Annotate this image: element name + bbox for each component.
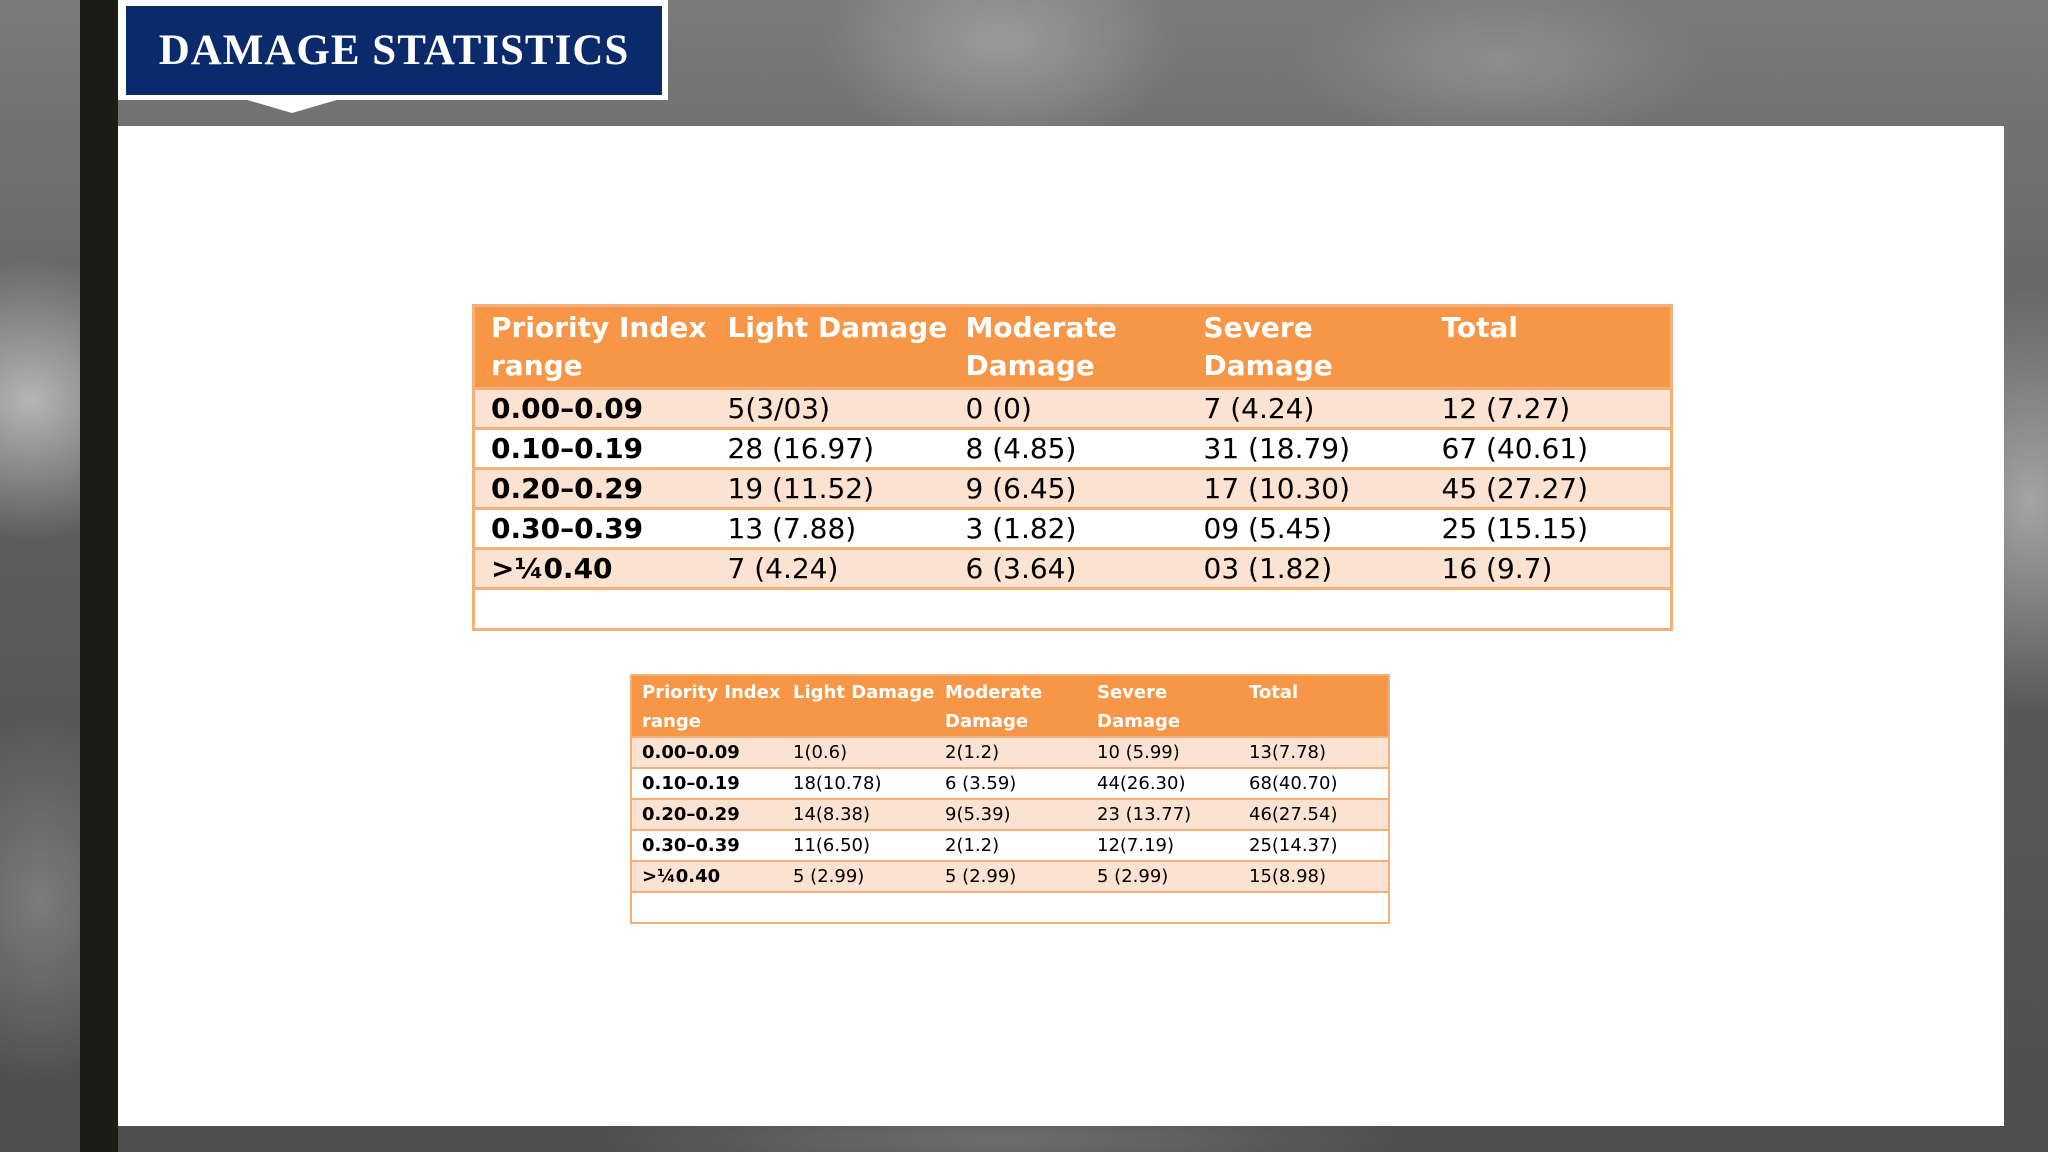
slide-title: DAMAGE STATISTICS xyxy=(158,27,630,74)
table-row: >¼0.40 7 (4.24) 6 (3.64) 03 (1.82) 16 (9… xyxy=(473,547,1672,589)
cell-empty xyxy=(631,891,783,923)
cell-total: 68(40.70) xyxy=(1239,767,1389,799)
title-banner-notch xyxy=(244,99,340,113)
cell-light: 18(10.78) xyxy=(783,767,935,799)
table-row: 0.10–0.19 18(10.78) 6 (3.59) 44(26.30) 6… xyxy=(631,767,1389,799)
table-row-empty xyxy=(631,891,1389,923)
header-severe-damage: Severe Damage xyxy=(1087,675,1239,737)
cell-total: 16 (9.7) xyxy=(1425,547,1672,589)
cell-total: 46(27.54) xyxy=(1239,798,1389,830)
cell-range: >¼0.40 xyxy=(473,547,712,589)
table-row: 0.00–0.09 5(3/03) 0 (0) 7 (4.24) 12 (7.2… xyxy=(473,387,1672,429)
table-header-row: Priority Index range Light Damage Modera… xyxy=(473,305,1672,389)
cell-range: 0.30–0.39 xyxy=(473,507,712,549)
cell-light: 28 (16.97) xyxy=(711,427,950,469)
cell-range: 0.30–0.39 xyxy=(631,829,783,861)
damage-table-large: Priority Index range Light Damage Modera… xyxy=(472,304,1673,631)
cell-severe: 03 (1.82) xyxy=(1187,547,1426,589)
cell-empty xyxy=(1239,891,1389,923)
cell-severe: 23 (13.77) xyxy=(1087,798,1239,830)
cell-severe: 7 (4.24) xyxy=(1187,387,1426,429)
cell-total: 25 (15.15) xyxy=(1425,507,1672,549)
table-row: >¼0.40 5 (2.99) 5 (2.99) 5 (2.99) 15(8.9… xyxy=(631,860,1389,892)
cell-range: 0.20–0.29 xyxy=(631,798,783,830)
cell-range: 0.10–0.19 xyxy=(631,767,783,799)
cell-range: 0.00–0.09 xyxy=(473,387,712,429)
cell-moderate: 0 (0) xyxy=(949,387,1188,429)
cell-total: 15(8.98) xyxy=(1239,860,1389,892)
cell-light: 13 (7.88) xyxy=(711,507,950,549)
cell-range: 0.00–0.09 xyxy=(631,736,783,768)
cell-range: 0.10–0.19 xyxy=(473,427,712,469)
cell-empty xyxy=(473,587,712,630)
cell-severe: 10 (5.99) xyxy=(1087,736,1239,768)
cell-moderate: 9(5.39) xyxy=(935,798,1087,830)
table-row-empty xyxy=(473,587,1672,630)
table-row: 0.20–0.29 14(8.38) 9(5.39) 23 (13.77) 46… xyxy=(631,798,1389,830)
cell-total: 45 (27.27) xyxy=(1425,467,1672,509)
header-severe-damage: Severe Damage xyxy=(1187,305,1426,389)
cell-empty xyxy=(1187,587,1426,630)
cell-severe: 09 (5.45) xyxy=(1187,507,1426,549)
cell-light: 14(8.38) xyxy=(783,798,935,830)
cell-total: 67 (40.61) xyxy=(1425,427,1672,469)
table-header-row: Priority Index range Light Damage Modera… xyxy=(631,675,1389,737)
cell-empty xyxy=(783,891,935,923)
cell-range: 0.20–0.29 xyxy=(473,467,712,509)
table-row: 0.30–0.39 13 (7.88) 3 (1.82) 09 (5.45) 2… xyxy=(473,507,1672,549)
cell-empty xyxy=(935,891,1087,923)
table-row: 0.30–0.39 11(6.50) 2(1.2) 12(7.19) 25(14… xyxy=(631,829,1389,861)
header-total: Total xyxy=(1239,675,1389,737)
cell-moderate: 6 (3.64) xyxy=(949,547,1188,589)
header-light-damage: Light Damage xyxy=(783,675,935,737)
cell-light: 5 (2.99) xyxy=(783,860,935,892)
header-moderate-damage: Moderate Damage xyxy=(949,305,1188,389)
cell-empty xyxy=(949,587,1188,630)
header-total: Total xyxy=(1425,305,1672,389)
cell-moderate: 6 (3.59) xyxy=(935,767,1087,799)
damage-table-small: Priority Index range Light Damage Modera… xyxy=(630,674,1390,924)
header-priority-index: Priority Index range xyxy=(473,305,712,389)
cell-moderate: 8 (4.85) xyxy=(949,427,1188,469)
table-row: 0.10–0.19 28 (16.97) 8 (4.85) 31 (18.79)… xyxy=(473,427,1672,469)
cell-moderate: 2(1.2) xyxy=(935,829,1087,861)
cell-empty xyxy=(711,587,950,630)
cell-moderate: 3 (1.82) xyxy=(949,507,1188,549)
cell-light: 1(0.6) xyxy=(783,736,935,768)
cell-severe: 31 (18.79) xyxy=(1187,427,1426,469)
cell-total: 25(14.37) xyxy=(1239,829,1389,861)
cell-moderate: 2(1.2) xyxy=(935,736,1087,768)
header-light-damage: Light Damage xyxy=(711,305,950,389)
cell-moderate: 9 (6.45) xyxy=(949,467,1188,509)
cell-total: 13(7.78) xyxy=(1239,736,1389,768)
cell-severe: 12(7.19) xyxy=(1087,829,1239,861)
cell-severe: 44(26.30) xyxy=(1087,767,1239,799)
cell-light: 11(6.50) xyxy=(783,829,935,861)
table-row: 0.20–0.29 19 (11.52) 9 (6.45) 17 (10.30)… xyxy=(473,467,1672,509)
left-accent-bar xyxy=(80,0,118,1152)
cell-severe: 5 (2.99) xyxy=(1087,860,1239,892)
cell-moderate: 5 (2.99) xyxy=(935,860,1087,892)
title-banner xyxy=(126,6,662,95)
cell-severe: 17 (10.30) xyxy=(1187,467,1426,509)
table-row: 0.00–0.09 1(0.6) 2(1.2) 10 (5.99) 13(7.7… xyxy=(631,736,1389,768)
cell-empty xyxy=(1425,587,1672,630)
cell-light: 5(3/03) xyxy=(711,387,950,429)
cell-total: 12 (7.27) xyxy=(1425,387,1672,429)
header-priority-index: Priority Index range xyxy=(631,675,783,737)
cell-empty xyxy=(1087,891,1239,923)
cell-light: 19 (11.52) xyxy=(711,467,950,509)
cell-range: >¼0.40 xyxy=(631,860,783,892)
cell-light: 7 (4.24) xyxy=(711,547,950,589)
header-moderate-damage: Moderate Damage xyxy=(935,675,1087,737)
